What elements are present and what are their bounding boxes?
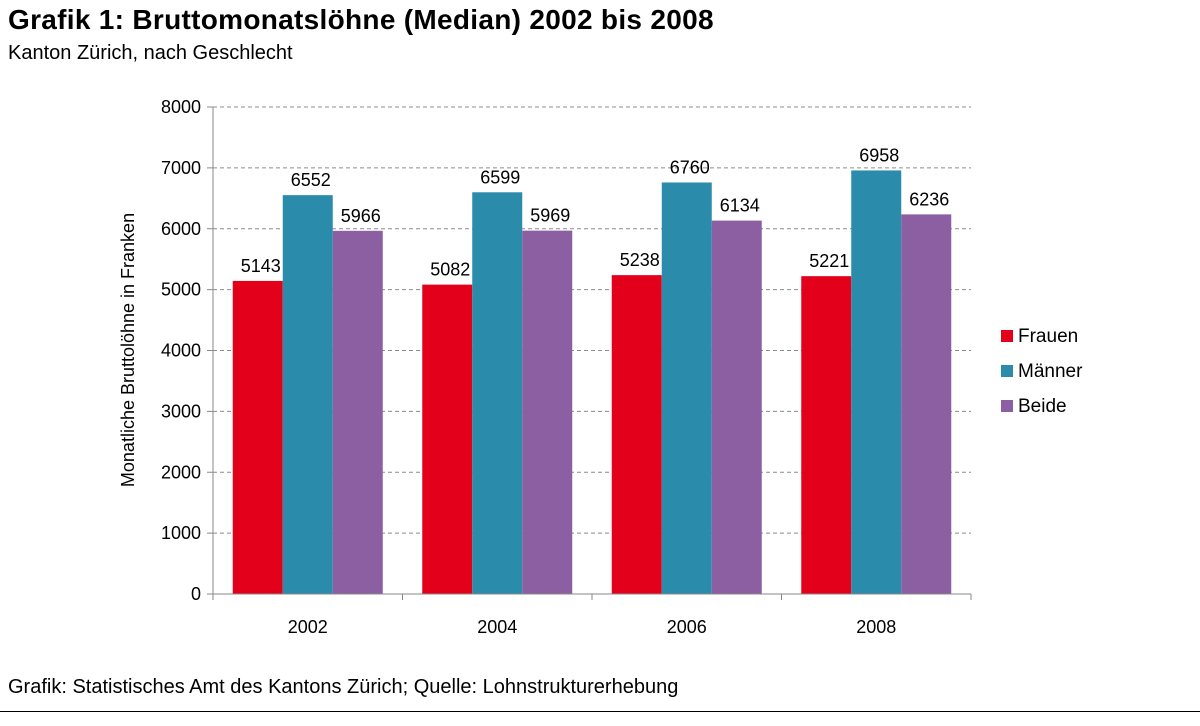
y-tick-label: 0 (191, 584, 201, 604)
legend-swatch-männer (1001, 365, 1013, 377)
data-label: 5969 (530, 206, 570, 226)
data-label: 6134 (720, 196, 760, 216)
x-tick-label: 2006 (667, 617, 707, 637)
bar-männer-2006 (661, 182, 712, 595)
y-tick-label: 3000 (161, 401, 201, 421)
data-label: 5082 (430, 260, 470, 280)
bar-frauen-2006 (611, 275, 662, 594)
chart-title: Grafik 1: Bruttomonatslöhne (Median) 200… (8, 4, 714, 35)
bar-frauen-2008 (801, 276, 852, 594)
bar-beide-2006 (711, 220, 762, 594)
legend-label-männer: Männer (1018, 361, 1083, 382)
data-label: 6552 (291, 170, 331, 190)
bar-männer-2008 (851, 170, 902, 594)
legend-swatch-frauen (1001, 330, 1013, 342)
data-label: 5238 (620, 250, 660, 270)
bar-beide-2004 (522, 230, 573, 594)
y-axis-label: Monatliche Bruttolöhne in Franken (118, 213, 138, 487)
data-label: 6599 (480, 167, 520, 187)
bar-beide-2002 (332, 230, 383, 594)
bar-männer-2004 (472, 192, 523, 594)
x-tick-label: 2004 (477, 617, 517, 637)
data-label: 6236 (909, 189, 949, 209)
legend-label-beide: Beide (1018, 396, 1067, 417)
legend-label-frauen: Frauen (1018, 326, 1078, 347)
y-tick-label: 7000 (161, 158, 201, 178)
y-tick-label: 1000 (161, 523, 201, 543)
data-label: 5221 (809, 251, 849, 271)
chart-subtitle: Kanton Zürich, nach Geschlecht (8, 42, 293, 64)
bar-frauen-2002 (232, 280, 283, 594)
data-label: 6760 (670, 157, 710, 177)
source-note: Grafik: Statistisches Amt des Kantons Zü… (8, 676, 679, 698)
bar-frauen-2004 (422, 284, 473, 594)
bar-beide-2008 (901, 214, 952, 595)
y-tick-label: 5000 (161, 280, 201, 300)
bar-männer-2002 (282, 195, 333, 594)
data-label: 5143 (241, 256, 281, 276)
x-tick-label: 2008 (856, 617, 896, 637)
data-label: 5966 (341, 206, 381, 226)
legend-swatch-beide (1001, 400, 1013, 412)
y-tick-label: 2000 (161, 462, 201, 482)
bottom-divider (0, 711, 1200, 712)
y-tick-label: 8000 (161, 97, 201, 117)
data-label: 6958 (859, 145, 899, 165)
x-tick-label: 2002 (288, 617, 328, 637)
y-tick-label: 6000 (161, 219, 201, 239)
y-tick-label: 4000 (161, 341, 201, 361)
